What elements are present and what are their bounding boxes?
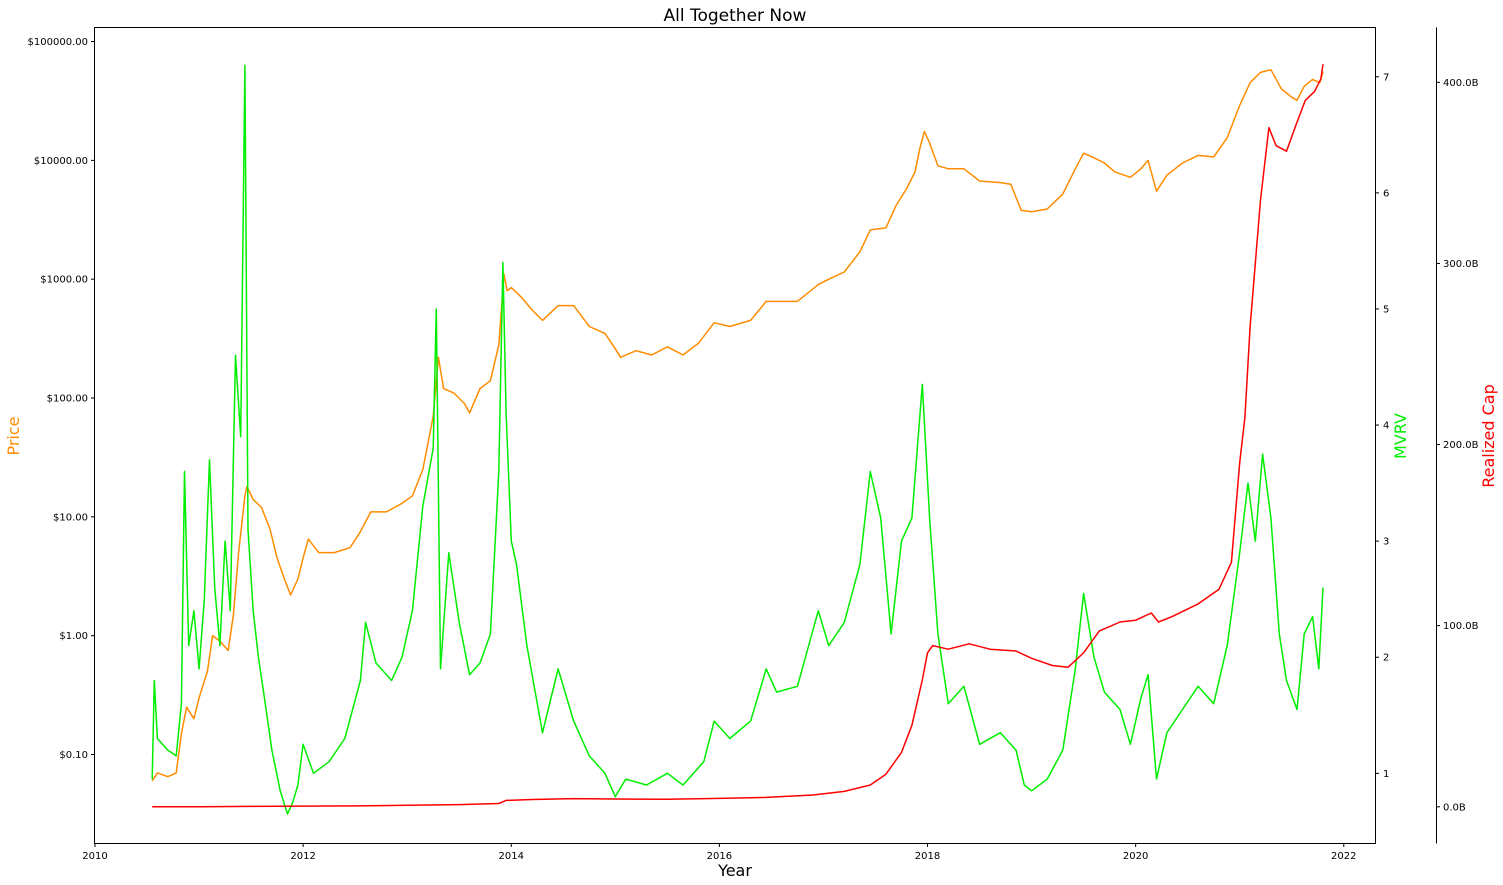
price-tick-label: $1.00: [59, 631, 88, 642]
mvrv-tick-label: 5: [1383, 304, 1389, 315]
mvrv-tick-label: 6: [1383, 188, 1389, 199]
realized-cap-tick-label: 0.0B: [1443, 802, 1466, 813]
x-tick-label: 2012: [290, 851, 315, 862]
series-layer: [151, 64, 1324, 815]
price-axis-title: Price: [4, 416, 23, 455]
realized-cap-tick-label: 300.0B: [1443, 259, 1479, 270]
price-tick-label: $100.00: [47, 394, 88, 405]
realized-cap-tick-label: 100.0B: [1443, 621, 1479, 632]
series-line-realized-cap: [152, 64, 1324, 808]
price-tick-label: $10000.00: [34, 156, 88, 167]
realized-cap-axis-ticks: 0.0B 100.0B 200.0B 300.0B 400.0B: [1436, 78, 1479, 813]
price-tick-label: $100000.00: [28, 37, 88, 48]
realized-cap-tick-label: 400.0B: [1443, 78, 1479, 89]
x-axis-ticks: 2010 2012 2014 2016 2018 2020 2022: [82, 843, 1357, 862]
mvrv-axis-title: MVRV: [1391, 413, 1410, 459]
x-tick-label: 2020: [1123, 851, 1148, 862]
x-tick-label: 2018: [915, 851, 940, 862]
x-tick-label: 2022: [1331, 851, 1356, 862]
mvrv-axis-ticks: 1 2 3 4 5 6 7: [1375, 72, 1389, 780]
mvrv-tick-label: 1: [1383, 769, 1389, 780]
x-tick-label: 2016: [707, 851, 732, 862]
mvrv-tick-label: 3: [1383, 537, 1389, 548]
plot-frame: [94, 27, 1376, 844]
price-tick-label: $1000.00: [40, 275, 88, 286]
mvrv-tick-label: 7: [1383, 72, 1389, 83]
price-axis-ticks: $0.10 $1.00 $10.00 $100.00 $1000.00 $10000.00…: [28, 37, 95, 761]
x-tick-label: 2014: [499, 851, 524, 862]
series-line-price: [151, 68, 1324, 782]
x-tick-label: 2010: [82, 851, 107, 862]
realized-cap-axis-title: Realized Cap: [1479, 384, 1498, 488]
mvrv-tick-label: 2: [1383, 653, 1389, 664]
series-line-mvrv: [151, 64, 1324, 815]
x-axis-title: Year: [717, 861, 752, 880]
price-tick-label: $10.00: [53, 512, 88, 523]
chart-title: All Together Now: [664, 6, 807, 26]
realized-cap-tick-label: 200.0B: [1443, 440, 1479, 451]
price-tick-label: $0.10: [59, 750, 88, 761]
mvrv-tick-label: 4: [1383, 421, 1389, 432]
